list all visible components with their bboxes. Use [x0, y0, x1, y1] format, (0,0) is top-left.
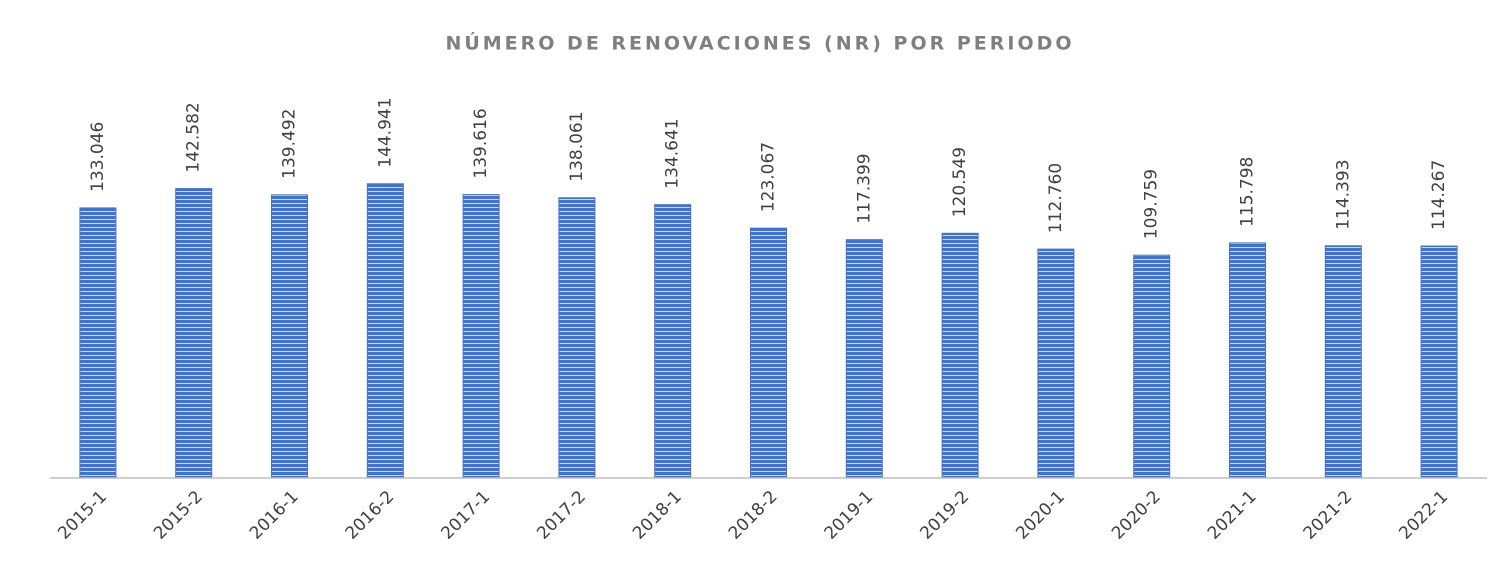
data-label: 117.399	[854, 153, 874, 223]
data-label: 142.582	[184, 102, 204, 172]
bar	[1037, 248, 1075, 479]
bar	[750, 227, 787, 479]
data-label: 139.616	[471, 108, 491, 178]
bar	[462, 194, 500, 479]
bar	[366, 183, 404, 479]
data-label: 109.759	[1142, 169, 1162, 239]
bar	[654, 204, 692, 479]
data-label: 138.061	[567, 111, 587, 181]
bar	[845, 239, 883, 479]
data-label: 133.046	[88, 122, 108, 192]
bar	[558, 197, 596, 479]
bar	[79, 207, 117, 479]
data-label: 114.393	[1333, 159, 1353, 229]
data-label: 134.641	[663, 118, 683, 188]
bar	[1133, 254, 1171, 479]
data-label: 115.798	[1238, 157, 1258, 227]
bar	[1324, 245, 1362, 479]
bar	[1420, 245, 1458, 479]
chart-title: NÚMERO DE RENOVACIONES (NR) POR PERIODO	[445, 31, 1074, 55]
bar	[941, 232, 979, 479]
data-label: 114.267	[1429, 160, 1449, 230]
data-label: 144.941	[375, 97, 395, 167]
bar	[271, 194, 308, 479]
data-label: 139.492	[280, 109, 300, 179]
bar	[175, 188, 213, 479]
data-label: 123.067	[759, 142, 779, 212]
data-label: 120.549	[950, 147, 970, 217]
data-label: 112.760	[1046, 163, 1066, 233]
bar	[1229, 242, 1266, 479]
